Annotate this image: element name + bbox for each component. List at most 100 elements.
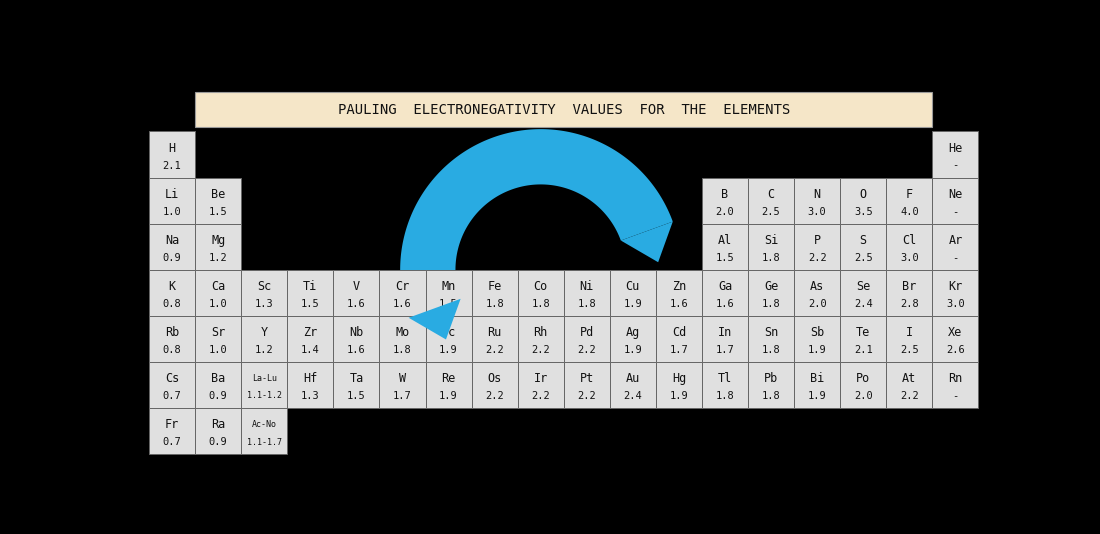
Bar <box>426 316 472 362</box>
Bar <box>933 224 979 270</box>
Bar <box>840 316 887 362</box>
Text: Pt: Pt <box>580 372 594 385</box>
Text: Ga: Ga <box>718 280 733 293</box>
Bar <box>887 224 933 270</box>
Text: Nb: Nb <box>350 326 363 339</box>
Text: 2.1: 2.1 <box>854 345 872 355</box>
Bar <box>148 224 195 270</box>
Text: 1.5: 1.5 <box>716 253 735 263</box>
Bar <box>609 316 656 362</box>
Bar <box>887 270 933 316</box>
Bar <box>518 316 563 362</box>
Bar <box>241 362 287 408</box>
Text: Mn: Mn <box>441 280 455 293</box>
Bar <box>933 131 979 177</box>
Text: 0.9: 0.9 <box>163 253 182 263</box>
Bar <box>472 270 518 316</box>
Bar <box>933 362 979 408</box>
Bar <box>195 270 241 316</box>
Text: 3.0: 3.0 <box>946 299 965 309</box>
Text: Rh: Rh <box>534 326 548 339</box>
Text: Ca: Ca <box>211 280 226 293</box>
Text: 1.9: 1.9 <box>624 299 642 309</box>
Text: 2.0: 2.0 <box>716 207 735 217</box>
Text: Ba: Ba <box>211 372 226 385</box>
Text: Ti: Ti <box>304 280 318 293</box>
Bar <box>887 362 933 408</box>
Text: Ta: Ta <box>350 372 363 385</box>
Text: Cd: Cd <box>672 326 686 339</box>
Text: 2.2: 2.2 <box>485 391 504 401</box>
Text: PAULING  ELECTRONEGATIVITY  VALUES  FOR  THE  ELEMENTS: PAULING ELECTRONEGATIVITY VALUES FOR THE… <box>338 103 790 116</box>
Text: Ra: Ra <box>211 418 226 431</box>
Bar <box>195 408 241 454</box>
Text: 1.1-1.2: 1.1-1.2 <box>246 391 282 400</box>
Text: 1.8: 1.8 <box>716 391 735 401</box>
Text: Zn: Zn <box>672 280 686 293</box>
Text: 1.7: 1.7 <box>393 391 411 401</box>
Text: 1.5: 1.5 <box>346 391 366 401</box>
Bar <box>333 316 380 362</box>
Text: Pd: Pd <box>580 326 594 339</box>
Polygon shape <box>408 299 461 340</box>
Bar <box>609 270 656 316</box>
Bar <box>333 362 380 408</box>
Bar <box>933 270 979 316</box>
Bar <box>748 224 794 270</box>
Text: Os: Os <box>487 372 502 385</box>
Bar <box>702 177 748 224</box>
Text: 2.2: 2.2 <box>578 345 596 355</box>
Text: H: H <box>168 142 176 154</box>
Text: Na: Na <box>165 234 179 247</box>
Text: Ni: Ni <box>580 280 594 293</box>
Text: 0.8: 0.8 <box>163 345 182 355</box>
Text: S: S <box>860 234 867 247</box>
Bar <box>148 408 195 454</box>
Text: 1.9: 1.9 <box>807 391 826 401</box>
Text: Cr: Cr <box>395 280 409 293</box>
Bar <box>195 92 933 127</box>
Text: V: V <box>353 280 360 293</box>
Text: 1.5: 1.5 <box>439 299 458 309</box>
Bar <box>241 316 287 362</box>
Text: K: K <box>168 280 176 293</box>
Bar <box>472 316 518 362</box>
Text: 2.2: 2.2 <box>900 391 918 401</box>
Bar <box>148 177 195 224</box>
Bar <box>887 316 933 362</box>
Text: 3.0: 3.0 <box>900 253 918 263</box>
Bar <box>748 362 794 408</box>
Text: 2.4: 2.4 <box>854 299 872 309</box>
Text: W: W <box>399 372 406 385</box>
Text: 2.2: 2.2 <box>485 345 504 355</box>
Bar <box>287 270 333 316</box>
Text: Fe: Fe <box>487 280 502 293</box>
Text: Xe: Xe <box>948 326 962 339</box>
Text: 1.6: 1.6 <box>670 299 689 309</box>
Text: Be: Be <box>211 187 226 201</box>
Text: B: B <box>722 187 728 201</box>
Bar <box>794 270 840 316</box>
Text: 1.5: 1.5 <box>301 299 320 309</box>
Text: -: - <box>953 161 958 170</box>
Text: Ar: Ar <box>948 234 962 247</box>
Bar <box>702 316 748 362</box>
Bar <box>702 270 748 316</box>
Text: 4.0: 4.0 <box>900 207 918 217</box>
Bar <box>379 362 426 408</box>
Text: Ag: Ag <box>626 326 640 339</box>
Bar <box>748 270 794 316</box>
Bar <box>794 316 840 362</box>
Bar <box>148 362 195 408</box>
Text: Ne: Ne <box>948 187 962 201</box>
Text: C: C <box>768 187 774 201</box>
Text: 1.6: 1.6 <box>346 345 366 355</box>
Text: 1.8: 1.8 <box>393 345 411 355</box>
Text: 1.0: 1.0 <box>209 299 228 309</box>
Text: 2.2: 2.2 <box>531 345 550 355</box>
Text: 1.9: 1.9 <box>439 391 458 401</box>
Text: Sn: Sn <box>764 326 778 339</box>
Text: At: At <box>902 372 916 385</box>
Text: Po: Po <box>856 372 870 385</box>
Text: Co: Co <box>534 280 548 293</box>
